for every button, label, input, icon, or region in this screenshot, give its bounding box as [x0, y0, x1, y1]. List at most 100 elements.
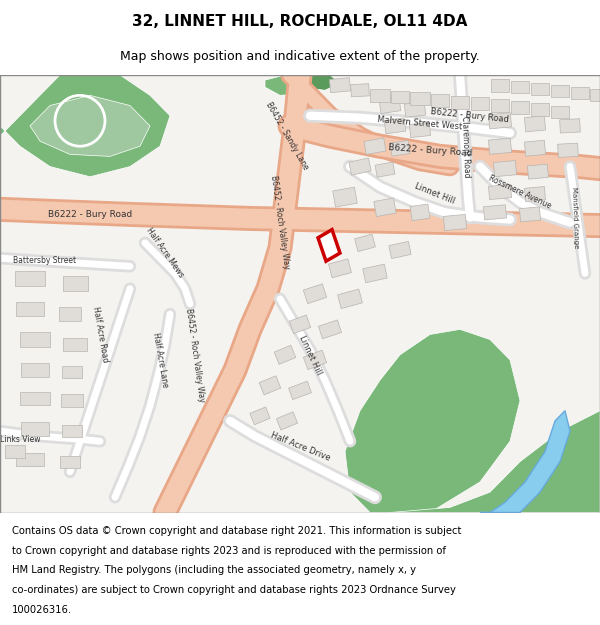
Text: B6222 - Bury Road: B6222 - Bury Road [430, 107, 509, 124]
Bar [484, 205, 506, 220]
Bar [524, 116, 545, 132]
Text: Rossmere Avenue: Rossmere Avenue [487, 174, 553, 211]
Bar [410, 204, 430, 221]
Bar [390, 141, 410, 156]
Bar [333, 187, 357, 207]
Bar [15, 271, 45, 286]
Text: Malvern Street West: Malvern Street West [377, 114, 463, 131]
Text: 32, LINNET HILL, ROCHDALE, OL11 4DA: 32, LINNET HILL, ROCHDALE, OL11 4DA [133, 14, 467, 29]
Text: Contains OS data © Crown copyright and database right 2021. This information is : Contains OS data © Crown copyright and d… [12, 526, 461, 536]
Bar [355, 234, 376, 252]
Bar [527, 164, 548, 179]
Bar [524, 140, 545, 156]
Bar [511, 81, 529, 93]
Bar [62, 425, 82, 438]
Polygon shape [265, 75, 320, 96]
Bar [560, 119, 580, 133]
Bar [62, 366, 82, 378]
Text: B6452 - Roch Valley Way: B6452 - Roch Valley Way [184, 308, 206, 402]
Bar [60, 456, 80, 468]
Bar [21, 364, 49, 377]
Bar [391, 91, 409, 104]
Bar [443, 214, 467, 231]
Bar [250, 407, 270, 425]
Bar [511, 101, 529, 114]
Text: co-ordinates) are subject to Crown copyright and database rights 2023 Ordnance S: co-ordinates) are subject to Crown copyr… [12, 585, 456, 595]
Bar [274, 345, 296, 364]
Polygon shape [345, 329, 520, 512]
Bar [491, 79, 509, 92]
Text: B6222 - Bury Road: B6222 - Bury Road [388, 143, 472, 158]
Bar [375, 162, 395, 177]
Bar [289, 315, 311, 334]
Bar [61, 394, 83, 407]
Bar [329, 259, 352, 278]
Bar [590, 89, 600, 101]
Polygon shape [30, 96, 150, 156]
Text: to Crown copyright and database rights 2023 and is reproduced with the permissio: to Crown copyright and database rights 2… [12, 546, 446, 556]
Bar [363, 264, 387, 282]
Bar [329, 78, 350, 92]
Bar [488, 138, 512, 154]
Text: Half Acre Drive: Half Acre Drive [269, 430, 331, 462]
Polygon shape [390, 411, 600, 512]
Bar [21, 422, 49, 436]
Text: Battersby Street: Battersby Street [13, 256, 77, 264]
Bar [384, 118, 406, 134]
Bar [16, 453, 44, 466]
Bar [59, 308, 81, 321]
Text: Map shows position and indicative extent of the property.: Map shows position and indicative extent… [120, 50, 480, 62]
Bar [531, 83, 549, 96]
Bar [20, 392, 50, 405]
Bar [5, 446, 25, 458]
Bar [493, 161, 517, 177]
Bar [471, 98, 489, 109]
Bar [557, 143, 578, 158]
Text: B6222 - Bury Road: B6222 - Bury Road [48, 210, 132, 219]
Bar [16, 302, 44, 316]
Text: Linnet Hill: Linnet Hill [297, 334, 323, 376]
Bar [571, 88, 589, 99]
Bar [431, 94, 449, 106]
Bar [304, 284, 326, 304]
Bar [409, 122, 431, 138]
Bar [491, 99, 509, 112]
Text: B6452 - Sandy Lane: B6452 - Sandy Lane [264, 101, 310, 171]
Bar [63, 338, 87, 351]
Bar [259, 376, 281, 395]
Bar [20, 332, 50, 347]
Polygon shape [480, 411, 570, 512]
Text: B6452 - Roch Valley Way: B6452 - Roch Valley Way [269, 175, 291, 270]
Bar [410, 92, 430, 105]
Text: Mansfield Grange: Mansfield Grange [571, 187, 579, 248]
Bar [364, 138, 386, 154]
Text: Claremont Road: Claremont Road [460, 115, 472, 177]
Bar [370, 89, 390, 102]
Bar [451, 96, 469, 109]
Bar [379, 98, 401, 114]
Bar [389, 241, 411, 259]
Bar [319, 320, 341, 339]
Bar [277, 412, 298, 430]
Text: Half Acre Lane: Half Acre Lane [151, 332, 169, 388]
Bar [551, 106, 569, 118]
Text: Half Acre Road: Half Acre Road [91, 306, 109, 363]
Bar [404, 102, 425, 118]
Bar [304, 350, 326, 369]
Bar [349, 158, 371, 175]
Bar [524, 187, 545, 201]
Bar [488, 112, 512, 129]
Text: 100026316.: 100026316. [12, 605, 72, 615]
Text: Half Acre Mews: Half Acre Mews [145, 226, 185, 280]
Polygon shape [318, 229, 340, 261]
Bar [62, 276, 88, 291]
Bar [350, 84, 370, 97]
Text: HM Land Registry. The polygons (including the associated geometry, namely x, y: HM Land Registry. The polygons (includin… [12, 566, 416, 576]
Bar [374, 198, 396, 216]
Bar [531, 104, 549, 116]
Bar [289, 381, 311, 399]
Polygon shape [295, 75, 340, 90]
Bar [520, 207, 541, 222]
Text: Links View: Links View [0, 435, 40, 444]
Bar [488, 184, 512, 199]
